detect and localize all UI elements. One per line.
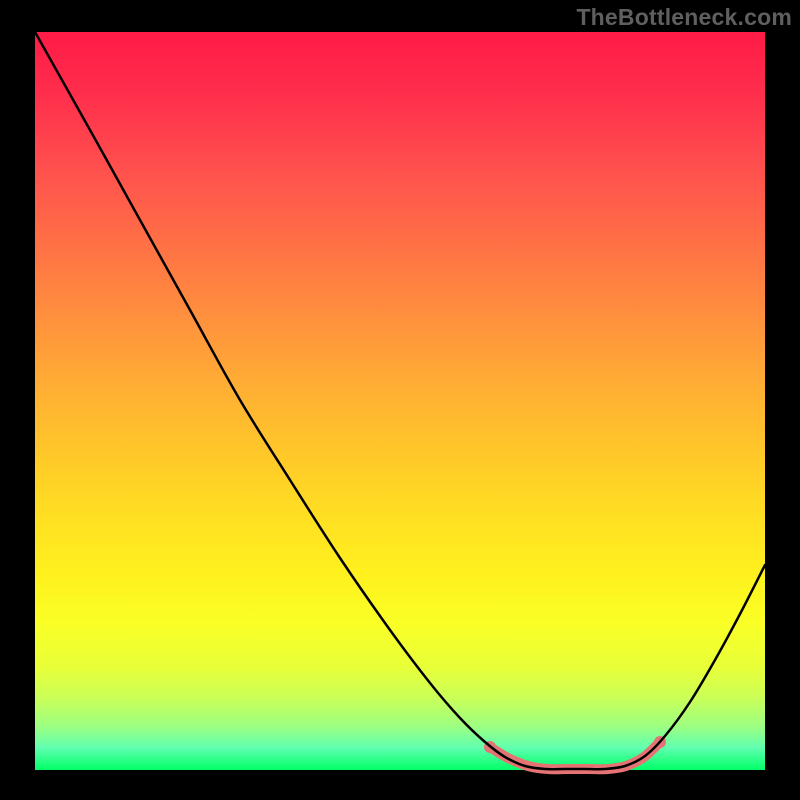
chart-background <box>35 32 765 770</box>
watermark-text: TheBottleneck.com <box>576 4 792 31</box>
bottleneck-curve-chart <box>0 0 800 800</box>
chart-container: TheBottleneck.com <box>0 0 800 800</box>
